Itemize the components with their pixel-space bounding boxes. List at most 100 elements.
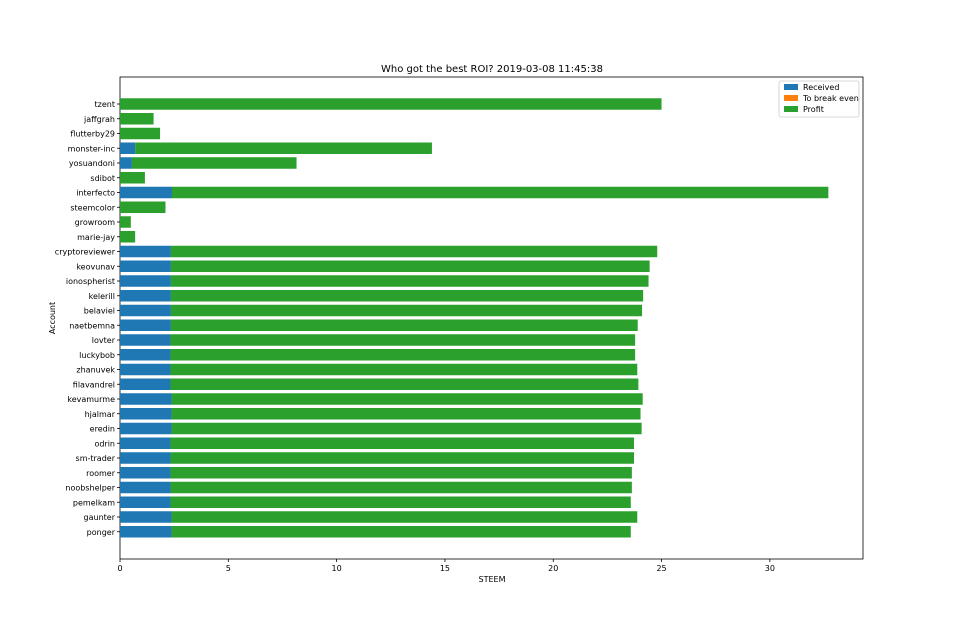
bar-profit — [171, 511, 638, 523]
bar-profit — [171, 186, 829, 199]
x-axis-ticks: 0 5 10 15 20 25 30 — [117, 559, 775, 573]
bar-profit — [170, 290, 644, 302]
plot-frame — [119, 76, 864, 560]
bar-profit — [170, 319, 638, 331]
legend-swatch — [784, 84, 798, 90]
y-tick-label: gaunter — [84, 513, 116, 522]
x-tick-label: 0 — [117, 564, 122, 573]
x-axis-title: STEEM — [479, 575, 506, 584]
y-tick-label: odrin — [94, 439, 115, 448]
bar-received — [120, 481, 171, 494]
bar-received — [120, 422, 172, 435]
y-tick-label: cryptoreviewer — [55, 248, 116, 257]
bar-profit — [170, 437, 635, 449]
bar-profit — [170, 363, 638, 376]
bar-received — [120, 142, 136, 154]
bar-profit — [170, 496, 631, 508]
y-tick-label: belaviel — [84, 307, 115, 316]
bar-received — [120, 304, 171, 317]
bars-layer — [120, 98, 829, 538]
bar-received — [120, 393, 172, 405]
bar-profit — [171, 422, 642, 435]
y-tick-label: ionospherist — [66, 277, 115, 286]
y-tick-label: yosuandoni — [69, 159, 115, 168]
chart-title: Who got the best ROI? 2019-03-08 11:45:3… — [381, 64, 603, 75]
y-tick-label: lovter — [92, 336, 116, 345]
y-tick-label: filavandrel — [73, 380, 115, 389]
legend-label: Received — [803, 83, 839, 92]
y-tick-label: kevamurme — [67, 395, 115, 404]
y-axis-ticks: tzent jaffgrah flutterby29 monster-inc yosua… — [55, 100, 120, 537]
bar-profit — [170, 378, 639, 390]
bar-profit — [170, 481, 632, 494]
y-tick-label: growroom — [75, 218, 116, 227]
bar-profit — [131, 157, 297, 169]
bar-profit — [170, 349, 636, 361]
bar-received — [120, 319, 171, 331]
y-tick-label: sm-trader — [76, 454, 116, 463]
bar-profit — [171, 393, 643, 405]
bar-received — [120, 408, 172, 420]
bar-received — [120, 275, 171, 287]
legend-swatch — [784, 106, 798, 112]
y-tick-label: ponger — [87, 528, 116, 537]
legend-box — [778, 80, 860, 118]
bar-profit — [120, 98, 662, 110]
bar-received — [120, 157, 132, 169]
y-tick-label: hjalmar — [85, 410, 116, 419]
bar-received — [120, 452, 171, 464]
y-tick-label: eredin — [90, 425, 115, 434]
bar-profit — [120, 172, 145, 184]
y-tick-label: marie-jay — [77, 233, 115, 242]
legend: Received To break even Profit — [778, 80, 860, 118]
y-tick-label: keovunav — [76, 262, 115, 271]
legend-label: To break even — [802, 94, 859, 103]
bar-received — [120, 467, 171, 479]
bar-profit — [120, 216, 131, 228]
bar-received — [120, 290, 171, 302]
bar-profit — [170, 260, 650, 272]
bar-received — [120, 334, 171, 346]
bar-profit — [120, 127, 161, 140]
y-tick-label: interfecto — [76, 189, 115, 198]
bar-received — [120, 245, 171, 258]
bar-received — [120, 378, 171, 390]
y-tick-label: monster-inc — [68, 144, 115, 153]
y-tick-label: sdibot — [90, 174, 115, 183]
y-tick-label: tzent — [95, 100, 115, 109]
bar-profit — [170, 304, 643, 317]
y-tick-label: pemelkam — [73, 498, 115, 507]
bar-profit — [135, 142, 432, 154]
x-tick-label: 30 — [765, 564, 775, 573]
y-tick-label: luckybob — [79, 351, 115, 360]
bar-received — [120, 260, 171, 272]
bar-profit — [170, 467, 632, 479]
bar-profit — [120, 113, 154, 125]
bar-profit — [170, 334, 636, 346]
bar-profit — [170, 452, 635, 464]
x-tick-label: 25 — [656, 564, 666, 573]
bar-received — [120, 511, 172, 523]
bar-profit — [170, 275, 649, 287]
bar-received — [120, 437, 171, 449]
x-tick-label: 5 — [226, 564, 231, 573]
x-tick-label: 10 — [332, 564, 342, 573]
y-tick-label: steemcolor — [70, 203, 115, 212]
bar-profit — [120, 231, 136, 243]
bar-received — [120, 363, 171, 376]
bar-received — [120, 526, 172, 538]
bar-received — [120, 186, 172, 199]
legend-label: Profit — [803, 105, 824, 114]
bar-received — [120, 496, 171, 508]
y-tick-label: roomer — [86, 469, 116, 478]
y-tick-label: noobshelper — [65, 484, 115, 493]
y-tick-label: flutterby29 — [70, 130, 115, 139]
bar-received — [120, 349, 171, 361]
x-tick-label: 15 — [440, 564, 450, 573]
y-axis-title: Account — [48, 302, 57, 334]
y-tick-label: kelerill — [89, 292, 115, 301]
bar-profit — [120, 201, 166, 213]
bar-profit — [171, 408, 641, 420]
